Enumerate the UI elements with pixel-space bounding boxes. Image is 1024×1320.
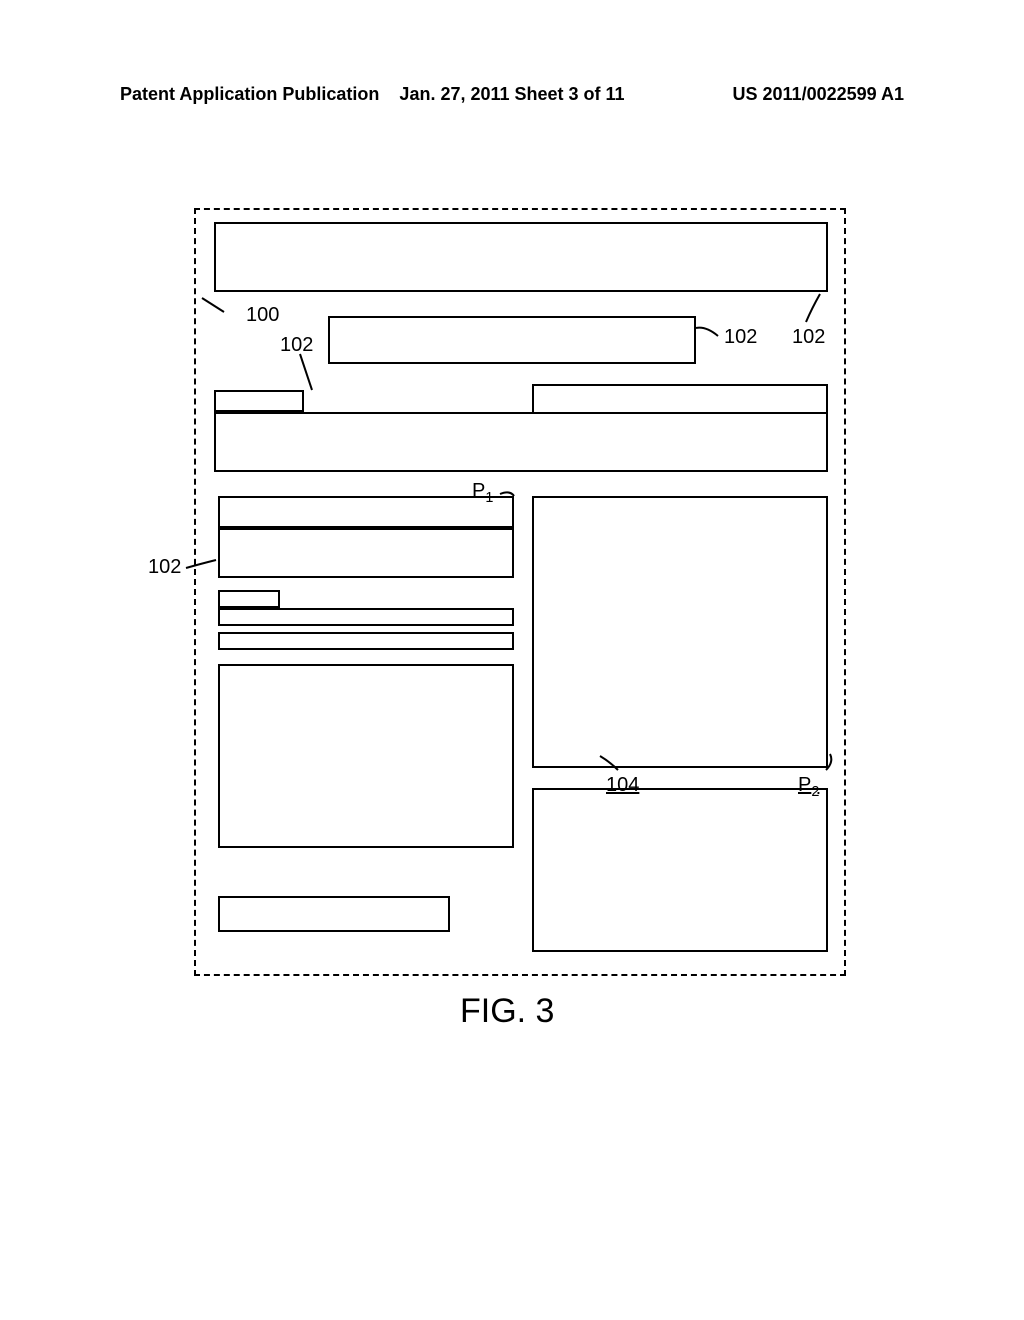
leader-p1 bbox=[500, 492, 514, 496]
leader-p2 bbox=[826, 754, 831, 770]
figure-caption: FIG. 3 bbox=[460, 992, 554, 1031]
leader-100 bbox=[202, 298, 224, 312]
label-102-b: 102 bbox=[724, 326, 757, 349]
label-p1: P1 bbox=[472, 480, 493, 506]
label-102-d: 102 bbox=[148, 556, 181, 579]
header-right: US 2011/0022599 A1 bbox=[733, 84, 904, 105]
figure-3: 100 102 102 102 102 P1 104 P2 bbox=[194, 208, 846, 976]
leader-102-a bbox=[300, 354, 312, 390]
label-102-a: 102 bbox=[280, 334, 313, 357]
header-left: Patent Application Publication bbox=[120, 84, 379, 105]
label-102-c: 102 bbox=[792, 326, 825, 349]
header-center: Jan. 27, 2011 Sheet 3 of 11 bbox=[399, 84, 624, 105]
page-header: Patent Application Publication Jan. 27, … bbox=[0, 84, 1024, 105]
leader-102-c bbox=[806, 294, 820, 322]
label-104: 104 bbox=[606, 774, 639, 797]
label-p2: P2 bbox=[798, 774, 819, 800]
leader-102-b bbox=[696, 328, 718, 336]
leader-104 bbox=[600, 756, 618, 770]
leader-102-d bbox=[186, 560, 216, 568]
label-100: 100 bbox=[246, 304, 279, 327]
page: Patent Application Publication Jan. 27, … bbox=[0, 0, 1024, 1320]
